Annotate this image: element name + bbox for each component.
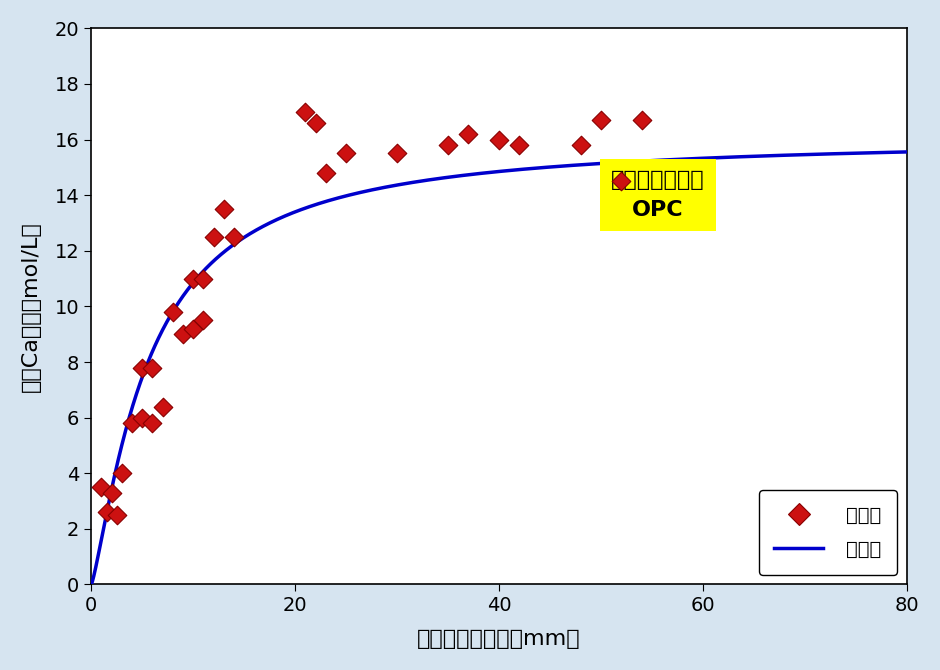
Point [186, 324, 201, 334]
Point [134, 362, 149, 373]
Point [124, 418, 139, 429]
Point [165, 307, 180, 318]
Point [145, 362, 160, 373]
Point [134, 412, 149, 423]
Point [216, 204, 231, 214]
Point [196, 315, 211, 326]
Point [441, 140, 456, 151]
Text: 供用期間７０年
OPC: 供用期間７０年 OPC [611, 170, 705, 220]
Point [492, 134, 507, 145]
Point [155, 401, 170, 412]
Point [319, 168, 334, 178]
Point [298, 107, 313, 117]
Point [145, 418, 160, 429]
Point [308, 117, 323, 128]
Point [614, 176, 629, 187]
Point [109, 510, 124, 521]
Point [206, 232, 221, 243]
Point [186, 273, 201, 284]
Point [389, 148, 404, 159]
Legend: 実測値, 解析値: 実測値, 解析値 [759, 490, 897, 575]
Point [115, 468, 130, 478]
Point [634, 115, 650, 125]
Y-axis label: 固相Ca濃度（mol/L）: 固相Ca濃度（mol/L） [21, 221, 40, 392]
Point [573, 140, 588, 151]
Point [227, 232, 242, 243]
Point [176, 329, 191, 340]
Point [104, 487, 119, 498]
Point [338, 148, 353, 159]
Point [593, 115, 608, 125]
Point [94, 482, 109, 492]
Point [196, 273, 211, 284]
Point [99, 507, 114, 517]
Point [461, 129, 476, 139]
X-axis label: 表面からの距離（mm）: 表面からの距離（mm） [417, 629, 581, 649]
Point [512, 140, 527, 151]
